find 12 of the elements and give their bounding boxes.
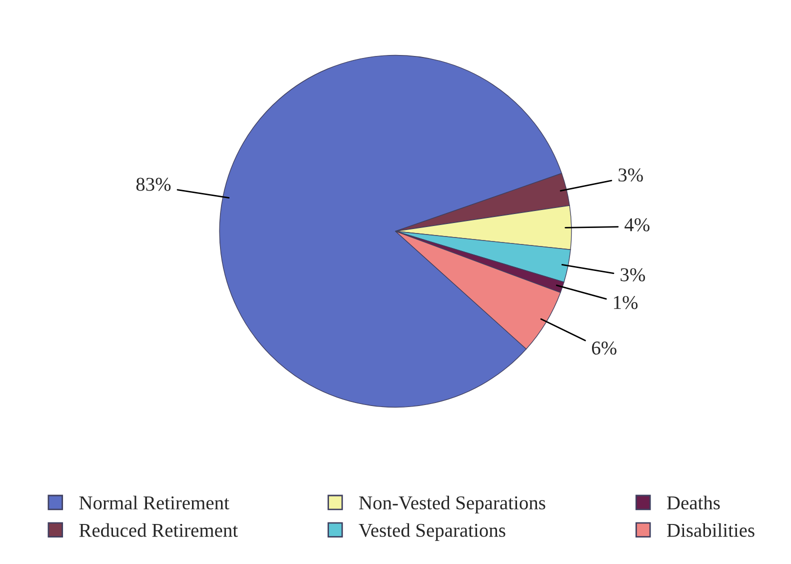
data-label: 1% [614, 296, 638, 310]
legend-label: Deaths [667, 496, 720, 510]
data-label: 6% [592, 341, 616, 355]
legend-label: Reduced Retirement [79, 523, 238, 537]
data-label: 83% [136, 178, 171, 191]
data-label: 3% [620, 268, 645, 282]
legend-label: Disabilities [667, 523, 754, 537]
legend-label: Normal Retirement [79, 496, 230, 510]
data-label: 4% [624, 218, 650, 232]
data-label: 3% [618, 168, 643, 182]
legend-label: Non-Vested Separations [359, 496, 546, 514]
legend-label: Vested Separations [358, 523, 506, 541]
